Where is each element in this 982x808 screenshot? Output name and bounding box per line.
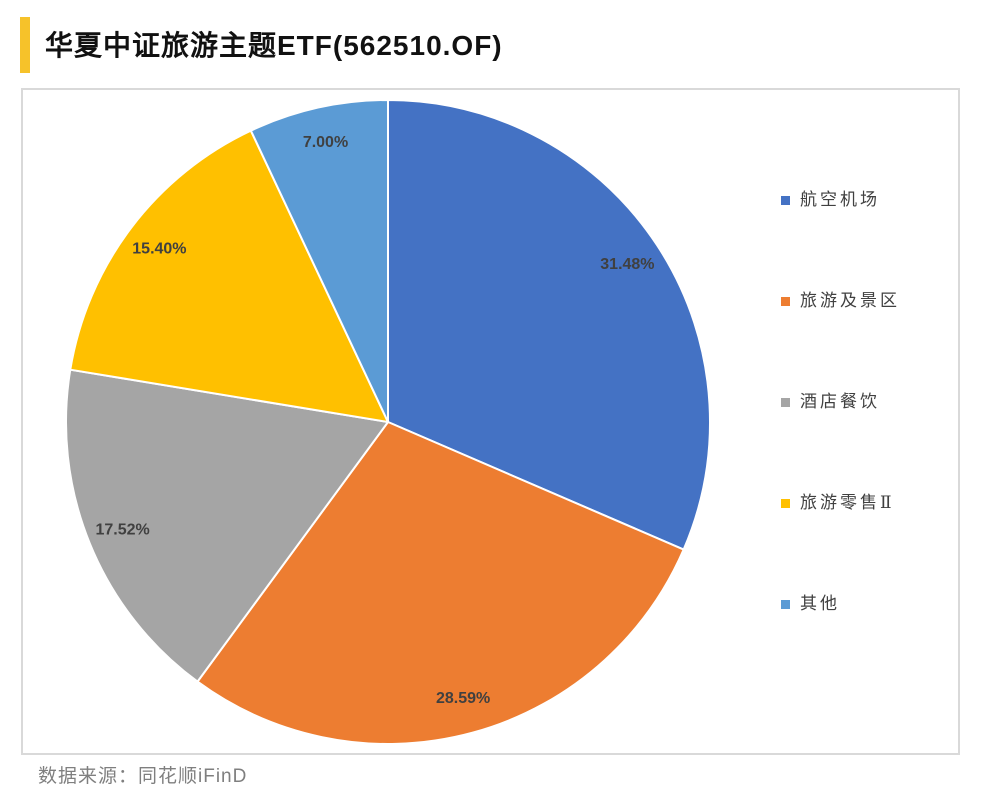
legend-label: 旅游及景区 <box>800 291 900 311</box>
pie-chart: 31.48% 28.59% 17.52% 15.40% 7.00% <box>65 99 711 745</box>
legend-item-travel-retail: 旅游零售Ⅱ <box>781 491 900 515</box>
legend-label: 酒店餐饮 <box>800 392 880 412</box>
legend-marker <box>781 599 790 609</box>
legend-marker <box>781 195 790 205</box>
legend-label: 航空机场 <box>800 190 880 210</box>
pie-data-labels: 31.48% 28.59% 17.52% 15.40% 7.00% <box>95 134 654 707</box>
legend-marker <box>781 296 790 306</box>
legend-marker <box>781 498 790 508</box>
legend: 航空机场 旅游及景区 酒店餐饮 旅游零售Ⅱ 其他 <box>781 188 900 616</box>
legend-label: 其他 <box>800 594 840 614</box>
title-accent-bar <box>20 17 30 73</box>
data-source-note: 数据来源：同花顺iFinD <box>38 766 248 787</box>
legend-item-scenic-spots: 旅游及景区 <box>781 289 900 313</box>
pie-slice-hotel-dining <box>65 368 389 683</box>
data-label-other: 7.00% <box>303 134 348 151</box>
pie-slice-travel-retail <box>69 129 389 423</box>
legend-item-hotel-dining: 酒店餐饮 <box>781 390 900 414</box>
data-label-airport: 31.48% <box>600 256 654 273</box>
data-label-travel-retail: 15.40% <box>132 241 186 258</box>
page-title: 华夏中证旅游主题ETF(562510.OF) <box>45 30 503 61</box>
legend-item-other: 其他 <box>781 592 900 616</box>
legend-marker <box>781 397 790 407</box>
pie-slices <box>65 99 711 745</box>
legend-label: 旅游零售Ⅱ <box>800 493 895 513</box>
chart-area: 31.48% 28.59% 17.52% 15.40% 7.00% 航空机场 旅游及景区… <box>21 88 960 755</box>
pie-slice-other <box>249 99 389 423</box>
data-label-hotel-dining: 17.52% <box>95 522 149 539</box>
pie-slice-airport <box>387 99 711 551</box>
data-label-scenic-spots: 28.59% <box>436 690 490 707</box>
legend-item-airport: 航空机场 <box>781 188 900 212</box>
pie-slice-scenic-spots <box>196 421 685 745</box>
